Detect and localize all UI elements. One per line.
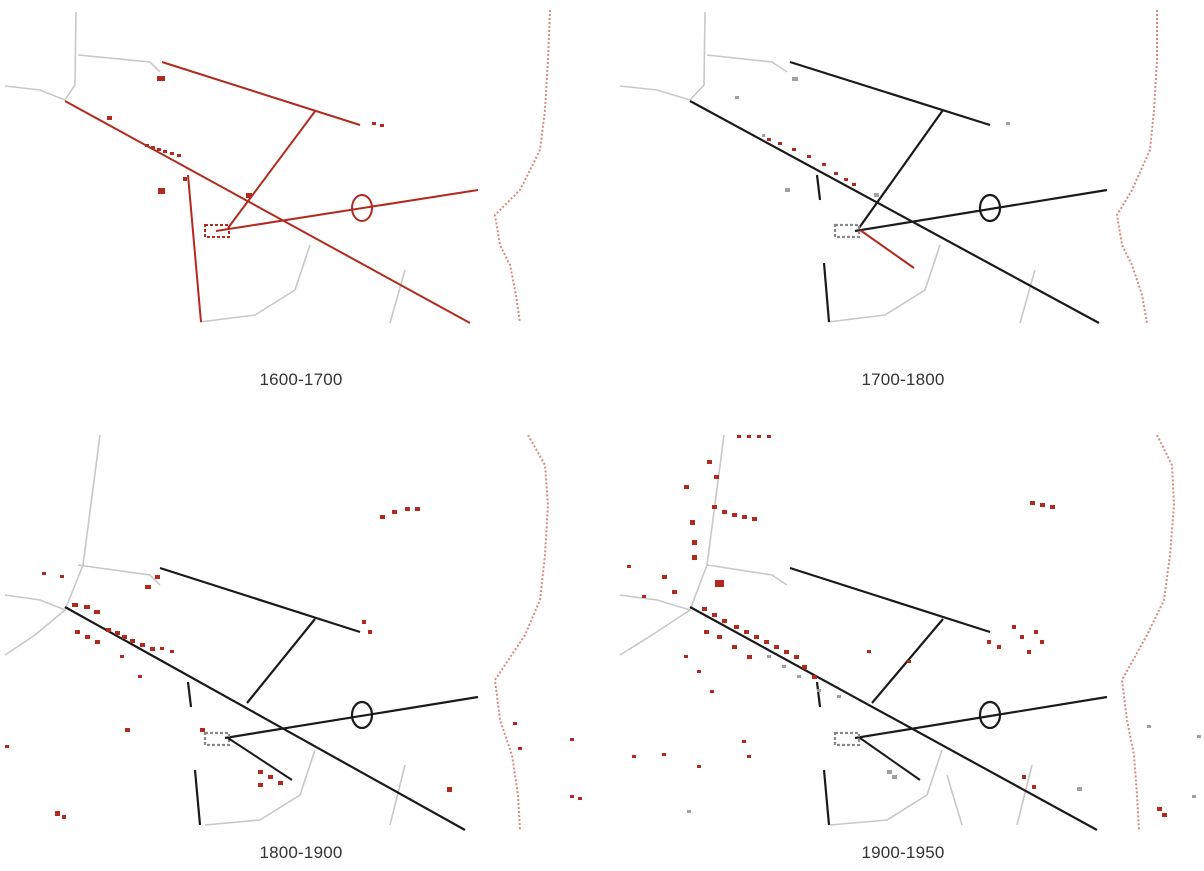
map-panel-1900-1950: 1900-1950 — [602, 435, 1204, 870]
map-1700-1800 — [619, 10, 1158, 324]
coastline — [1120, 435, 1176, 831]
buildings — [627, 435, 1201, 817]
main-axes — [689, 60, 1108, 324]
map-panel-1600-1700: 1600-1700 — [0, 0, 602, 435]
buildings — [107, 76, 384, 198]
background-roads — [4, 435, 406, 826]
new-road — [859, 229, 915, 269]
main-axes — [689, 566, 1108, 831]
main-axes — [64, 61, 479, 324]
side-road — [227, 737, 293, 781]
main-axes — [64, 566, 479, 831]
panel-label: 1800-1900 — [259, 843, 343, 862]
map-panel-1800-1900: 1800-1900 — [0, 435, 602, 870]
panel-label: 1600-1700 — [259, 370, 343, 389]
background-roads — [619, 435, 1033, 826]
background-roads — [4, 11, 406, 324]
map-1900-1950 — [619, 435, 1201, 831]
buildings — [5, 507, 582, 819]
side-road — [859, 737, 921, 781]
coastline — [493, 9, 551, 324]
panel-label: 1700-1800 — [861, 370, 945, 389]
buildings — [735, 77, 1010, 197]
map-panel-1700-1800: 1700-1800 — [602, 0, 1204, 435]
map-1800-1900 — [4, 435, 582, 831]
background-roads — [619, 11, 1036, 324]
coastline — [493, 435, 550, 831]
coastline — [1115, 10, 1158, 324]
panel-label: 1900-1950 — [861, 843, 945, 862]
map-1600-1700 — [4, 9, 551, 324]
